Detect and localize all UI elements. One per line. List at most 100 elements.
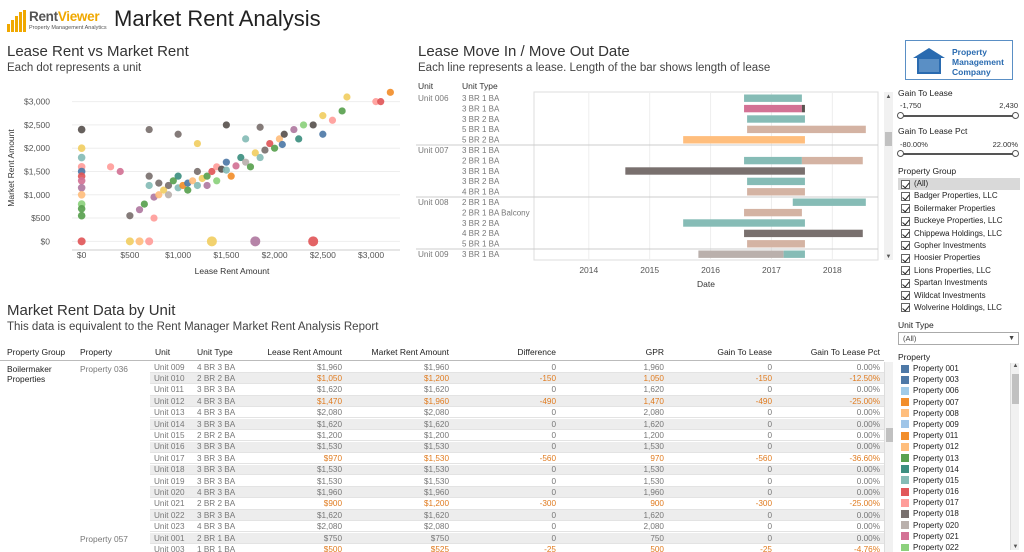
scroll-up-icon[interactable]: ▲ (1012, 363, 1019, 369)
table-row[interactable]: Unit 023 4 BR 3 BA $2,080 $2,080 0 2,080 0 0.00… (150, 522, 884, 533)
table-row[interactable]: Unit 022 3 BR 3 BA $1,620 $1,620 0 1,620 0 0.00… (150, 510, 884, 521)
col-header[interactable]: Unit Type (197, 347, 233, 357)
property-group-option[interactable]: Gopher Investments (898, 240, 1020, 252)
table-row[interactable]: Unit 010 2 BR 2 BA $1,050 $1,200 -150 1,050 -1… (150, 373, 884, 385)
table-cell: $1,530 (423, 442, 449, 452)
property-scrollbar[interactable]: ▲ ▼ (1010, 363, 1019, 550)
property-legend-item[interactable]: Property 013 (898, 453, 1010, 464)
checkbox[interactable] (901, 266, 910, 276)
property-legend-item[interactable]: Property 021 (898, 531, 1010, 542)
property-legend-item[interactable]: Property 003 (898, 374, 1010, 385)
col-header[interactable]: Unit (155, 347, 171, 357)
market-rent-table[interactable]: Property Group Property Unit Unit Type Lease… (0, 344, 894, 552)
property-group-option[interactable]: Wildcat Investments (898, 290, 1020, 302)
table-row[interactable]: Unit 017 3 BR 3 BA $970 $1,530 -560 970 -560 -3… (150, 453, 884, 464)
property-legend-item[interactable]: Property 012 (898, 441, 1010, 452)
gainpct-slider[interactable] (897, 150, 1019, 157)
checkbox[interactable] (901, 191, 910, 201)
color-swatch (901, 521, 909, 530)
table-row[interactable]: Unit 014 3 BR 3 BA $1,620 $1,620 0 1,620 0 0.00… (150, 419, 884, 430)
table-cell: -300 (755, 499, 772, 509)
unit-type-label: Unit Type (898, 320, 934, 330)
property-legend-item[interactable]: Property 011 (898, 430, 1010, 441)
col-header[interactable]: Gain To Lease Pct (810, 347, 880, 357)
property-legend-item[interactable]: Property 008 (898, 408, 1010, 419)
property-legend-item[interactable]: Property 015 (898, 475, 1010, 486)
table-row[interactable]: Unit 013 4 BR 3 BA $2,080 $2,080 0 2,080 0 0.00… (150, 408, 884, 419)
scatter-chart[interactable]: $0 $0 $500 $500 $1,000 $1,000 $1,500 $1,500 $2,0… (0, 82, 410, 287)
property-legend-item[interactable]: Property 014 (898, 464, 1010, 475)
col-header[interactable]: Property (80, 347, 113, 357)
scatter-point (193, 139, 202, 148)
checkbox[interactable] (901, 291, 910, 301)
checkbox[interactable] (901, 241, 910, 251)
legend-label: Property 001 (913, 364, 959, 373)
table-cell: 0 (767, 408, 772, 418)
property-group-option[interactable]: Chippewa Holdings, LLC (898, 228, 1020, 240)
col-header[interactable]: Gain To Lease (717, 347, 772, 357)
table-row[interactable]: Unit 001 2 BR 1 BA $750 $750 0 750 0 0.00% (150, 533, 884, 544)
gain-slider[interactable] (897, 112, 1019, 119)
color-swatch (901, 509, 909, 518)
property-legend-item[interactable]: Property 017 (898, 497, 1010, 508)
scatter-point (319, 130, 327, 138)
table-row[interactable]: Unit 011 3 BR 3 BA $1,620 $1,620 0 1,620 0 0.00… (150, 385, 884, 396)
property-legend-item[interactable]: Property 007 (898, 397, 1010, 408)
checkbox[interactable] (901, 303, 910, 313)
rentviewer-logo: RentViewer Property Management Analytics (7, 8, 107, 34)
property-group-option[interactable]: Buckeye Properties, LLC (898, 215, 1020, 227)
table-row[interactable]: Unit 021 2 BR 2 BA $900 $1,200 -300 900 -300 -2… (150, 499, 884, 510)
checkbox[interactable] (901, 216, 910, 226)
property-group-option[interactable]: Boilermaker Properties (898, 203, 1020, 215)
property-group-option[interactable]: Badger Properties, LLC (898, 190, 1020, 202)
scatter-point (145, 172, 153, 180)
checkbox[interactable] (901, 204, 910, 214)
table-row[interactable]: Unit 019 3 BR 3 BA $1,530 $1,530 0 1,530 0 0.00… (150, 476, 884, 487)
col-header[interactable]: Market Rent Amount (371, 347, 449, 357)
gain-slider-max-handle[interactable] (1012, 112, 1019, 119)
gain-max: 2,430 (999, 101, 1018, 110)
table-row[interactable]: Unit 003 1 BR 1 BA $500 $525 -25 500 -25 -4.76% (150, 544, 884, 552)
property-label: Property (898, 352, 931, 362)
gantt-chart[interactable]: Unit Unit Type 2014 2015 2016 2017 2018 Date Uni… (416, 82, 896, 294)
gainpct-slider-max-handle[interactable] (1012, 150, 1019, 157)
table-row[interactable]: Unit 009 4 BR 3 BA $1,960 $1,960 0 1,960 0 0.00… (150, 362, 884, 373)
checkbox[interactable] (901, 278, 910, 288)
table-row[interactable]: Unit 020 4 BR 3 BA $1,960 $1,960 0 1,960 0 0.00… (150, 487, 884, 499)
table-row[interactable]: Unit 018 3 BR 3 BA $1,530 $1,530 0 1,530 0 0.00… (150, 464, 884, 476)
property-legend-item[interactable]: Property 006 (898, 385, 1010, 396)
col-header[interactable]: Lease Rent Amount (267, 347, 342, 357)
property-group-option[interactable]: (All) (898, 178, 1020, 191)
scroll-down-icon[interactable]: ▼ (1012, 544, 1019, 550)
checkbox[interactable] (901, 179, 910, 189)
table-row[interactable]: Unit 012 4 BR 3 BA $1,470 $1,960 -490 1,470 -4… (150, 396, 884, 407)
property-legend-item[interactable]: Property 001 (898, 363, 1010, 374)
table-scrollbar[interactable] (884, 362, 893, 552)
table-cell: 1,050 (643, 373, 665, 383)
chevron-down-icon[interactable]: ▼ (1008, 335, 1015, 342)
col-header[interactable]: Property Group (7, 347, 66, 357)
table-scroll-thumb[interactable] (886, 428, 893, 442)
table-cell: $1,530 (423, 453, 449, 463)
property-legend-item[interactable]: Property 018 (898, 508, 1010, 519)
property-legend-item[interactable]: Property 009 (898, 419, 1010, 430)
property-group-option[interactable]: Hoosier Properties (898, 252, 1020, 264)
table-row[interactable]: Unit 015 2 BR 2 BA $1,200 $1,200 0 1,200 0 0.00… (150, 430, 884, 442)
property-group-option[interactable]: Wolverine Holdings, LLC (898, 302, 1020, 314)
option-label: Wolverine Holdings, LLC (914, 302, 1002, 312)
property-group-option[interactable]: Spartan Investments (898, 277, 1020, 289)
property-legend-item[interactable]: Property 022 (898, 542, 1010, 551)
gain-slider-min-handle[interactable] (897, 112, 904, 119)
col-header[interactable]: GPR (645, 347, 664, 357)
scatter-point (193, 181, 202, 190)
checkbox[interactable] (901, 229, 910, 239)
property-scroll-thumb[interactable] (1012, 374, 1019, 404)
col-header[interactable]: Difference (517, 347, 556, 357)
property-legend-item[interactable]: Property 020 (898, 520, 1010, 531)
property-legend-item[interactable]: Property 016 (898, 486, 1010, 497)
checkbox[interactable] (901, 253, 910, 263)
unit-type-select[interactable]: (All) ▼ (898, 332, 1019, 345)
table-row[interactable]: Unit 016 3 BR 3 BA $1,530 $1,530 0 1,530 0 0.00… (150, 441, 884, 453)
property-group-option[interactable]: Lions Properties, LLC (898, 265, 1020, 277)
gainpct-slider-min-handle[interactable] (897, 150, 904, 157)
